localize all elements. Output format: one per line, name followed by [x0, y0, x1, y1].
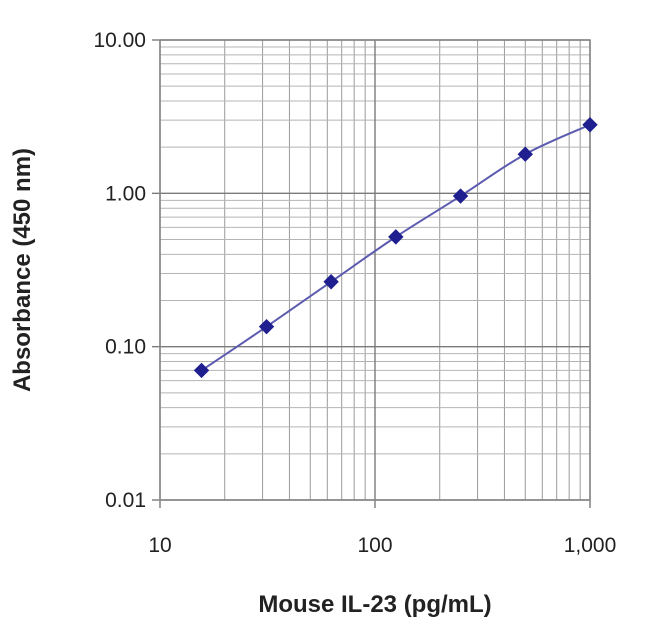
x-tick-labels: 10 100 1,000: [148, 534, 616, 557]
y-axis-title: Absorbance (450 nm): [9, 148, 36, 392]
x-tick-label: 100: [357, 534, 392, 557]
y-tick-label: 1.00: [105, 182, 146, 205]
data-point-diamond: [193, 362, 210, 379]
y-tick-label: 0.10: [105, 336, 146, 359]
y-tick-labels: 10.00 1.00 0.10 0.01: [93, 29, 146, 512]
data-point-diamond: [388, 229, 404, 245]
x-tick-label: 10: [148, 534, 171, 557]
data-point-diamond: [452, 188, 469, 204]
fit-line: [200, 123, 591, 372]
plot-frame: [159, 39, 591, 501]
y-tick-label: 10.00: [93, 29, 146, 52]
data-points: [193, 117, 598, 379]
data-point-diamond: [582, 117, 598, 133]
data-point-diamond: [517, 146, 533, 162]
x-axis-title: Mouse IL-23 (pg/mL): [258, 591, 491, 618]
y-tick-label: 0.01: [105, 489, 146, 512]
x-tick-label: 1,000: [564, 534, 617, 557]
data-point-diamond: [258, 318, 275, 335]
data-point-diamond: [323, 274, 339, 290]
